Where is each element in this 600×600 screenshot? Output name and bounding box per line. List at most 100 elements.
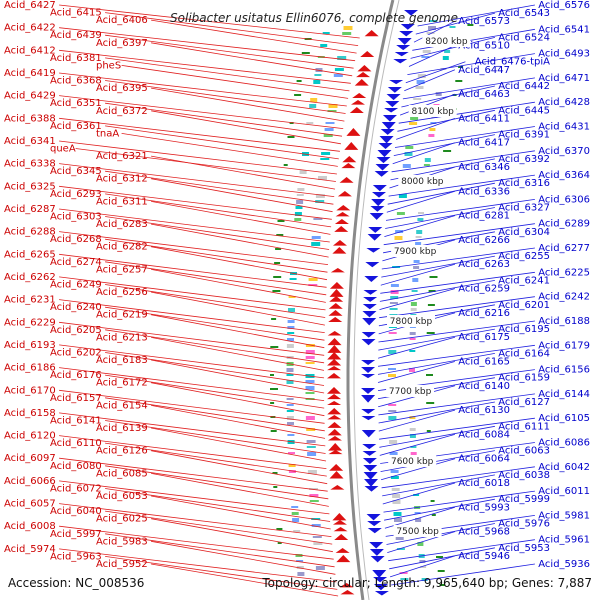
feature-block — [288, 452, 295, 454]
marker-tick — [277, 220, 285, 222]
leader-line — [105, 442, 327, 477]
forward-gene-arrow — [334, 534, 349, 540]
scale-label: 8000 kbp — [401, 177, 444, 187]
leader-line — [59, 344, 325, 379]
feature-block — [389, 308, 398, 310]
gene-label: Acid_6127 — [498, 397, 550, 408]
gene-label: Acid_6397 — [96, 38, 148, 49]
gene-label: Acid_6392 — [498, 154, 550, 165]
marker-tick — [276, 234, 284, 236]
forward-gene-arrow — [327, 366, 342, 371]
leader-line — [398, 101, 535, 124]
gene-label: Acid_6274 — [50, 257, 102, 268]
leader-line — [105, 397, 325, 432]
gene-label: Acid_6086 — [538, 438, 590, 449]
leader-line — [105, 510, 333, 545]
feature-block — [398, 194, 407, 198]
leader-line — [385, 199, 535, 221]
gene-label: Acid_6193 — [4, 340, 56, 351]
leader-line — [59, 525, 334, 560]
gene-label: Acid_6327 — [498, 203, 550, 214]
gene-label: Acid_6311 — [96, 196, 148, 207]
genome-backbone — [346, 0, 395, 600]
leader-line — [105, 420, 326, 454]
leader-line — [105, 193, 332, 228]
leader-line — [388, 539, 535, 562]
marker-tick — [276, 528, 283, 530]
feature-block — [334, 68, 344, 71]
feature-block — [404, 152, 413, 156]
feature-block — [293, 530, 301, 532]
leader-line — [381, 466, 535, 489]
reverse-gene-arrow — [367, 234, 382, 241]
feature-block — [296, 560, 304, 562]
feature-block — [390, 296, 399, 299]
forward-gene-arrow — [339, 583, 354, 588]
feature-block — [389, 302, 398, 304]
forward-gene-arrow — [332, 513, 347, 521]
leader-line — [59, 299, 325, 333]
feature-block — [417, 218, 424, 221]
leader-line — [59, 72, 347, 107]
gene-label: Acid_6289 — [538, 219, 590, 230]
feature-block — [288, 464, 296, 467]
leader-line — [382, 482, 456, 505]
leader-line — [151, 223, 329, 258]
marker-tick — [271, 318, 277, 320]
feature-block — [392, 494, 401, 498]
leader-line — [105, 374, 325, 409]
gene-label: Acid_6411 — [458, 113, 510, 124]
forward-gene-arrow — [334, 219, 349, 224]
feature-block — [394, 236, 403, 240]
feature-block — [297, 188, 305, 191]
gene-label: Acid_6471 — [538, 73, 590, 84]
gene-label: Acid_6154 — [96, 400, 148, 411]
gene-label: Acid_6259 — [458, 284, 510, 295]
reverse-gene-arrow — [361, 374, 376, 379]
feature-block — [343, 26, 353, 30]
gene-label: Acid_6249 — [50, 280, 102, 291]
leader-line — [380, 271, 535, 294]
leader-line — [151, 42, 353, 77]
gene-label: Acid_6157 — [50, 393, 102, 404]
feature-block — [294, 218, 302, 221]
feature-block — [320, 44, 328, 47]
forward-gene-arrow — [327, 338, 342, 346]
feature-block — [308, 278, 318, 281]
forward-gene-arrow — [346, 128, 361, 136]
feature-block — [392, 500, 401, 504]
feature-block — [428, 134, 435, 137]
reverse-gene-arrow — [396, 45, 411, 51]
gene-label: Acid_6368 — [50, 76, 102, 87]
leader-line — [105, 533, 335, 568]
feature-block — [342, 32, 352, 35]
leader-line — [151, 246, 328, 281]
feature-block — [390, 470, 399, 473]
leader-line — [378, 344, 535, 367]
leader-line — [151, 269, 326, 303]
reverse-gene-arrow — [362, 311, 377, 318]
feature-block — [409, 416, 416, 419]
reverse-gene-arrow — [361, 367, 376, 374]
forward-gene-arrow — [330, 268, 345, 273]
feature-block — [333, 74, 343, 77]
leader-line — [59, 4, 360, 39]
gene-label: Acid_6268 — [50, 234, 102, 245]
feature-block — [311, 524, 321, 527]
reverse-gene-arrow — [378, 143, 393, 149]
leader-line — [389, 555, 456, 578]
leader-line — [105, 34, 354, 69]
gene-label: Acid_6263 — [458, 259, 510, 270]
feature-block — [320, 158, 330, 160]
forward-gene-arrow — [349, 107, 364, 113]
marker-tick — [283, 164, 288, 166]
feature-block — [389, 452, 398, 455]
gene-label: Acid_6422 — [4, 23, 56, 34]
feature-block — [429, 20, 438, 22]
leader-line — [408, 45, 456, 67]
reverse-gene-arrow — [375, 164, 390, 171]
reverse-gene-arrow — [374, 591, 389, 596]
leader-line — [377, 361, 456, 383]
feature-block — [420, 566, 427, 568]
gene-label: Acid_6140 — [458, 381, 510, 392]
